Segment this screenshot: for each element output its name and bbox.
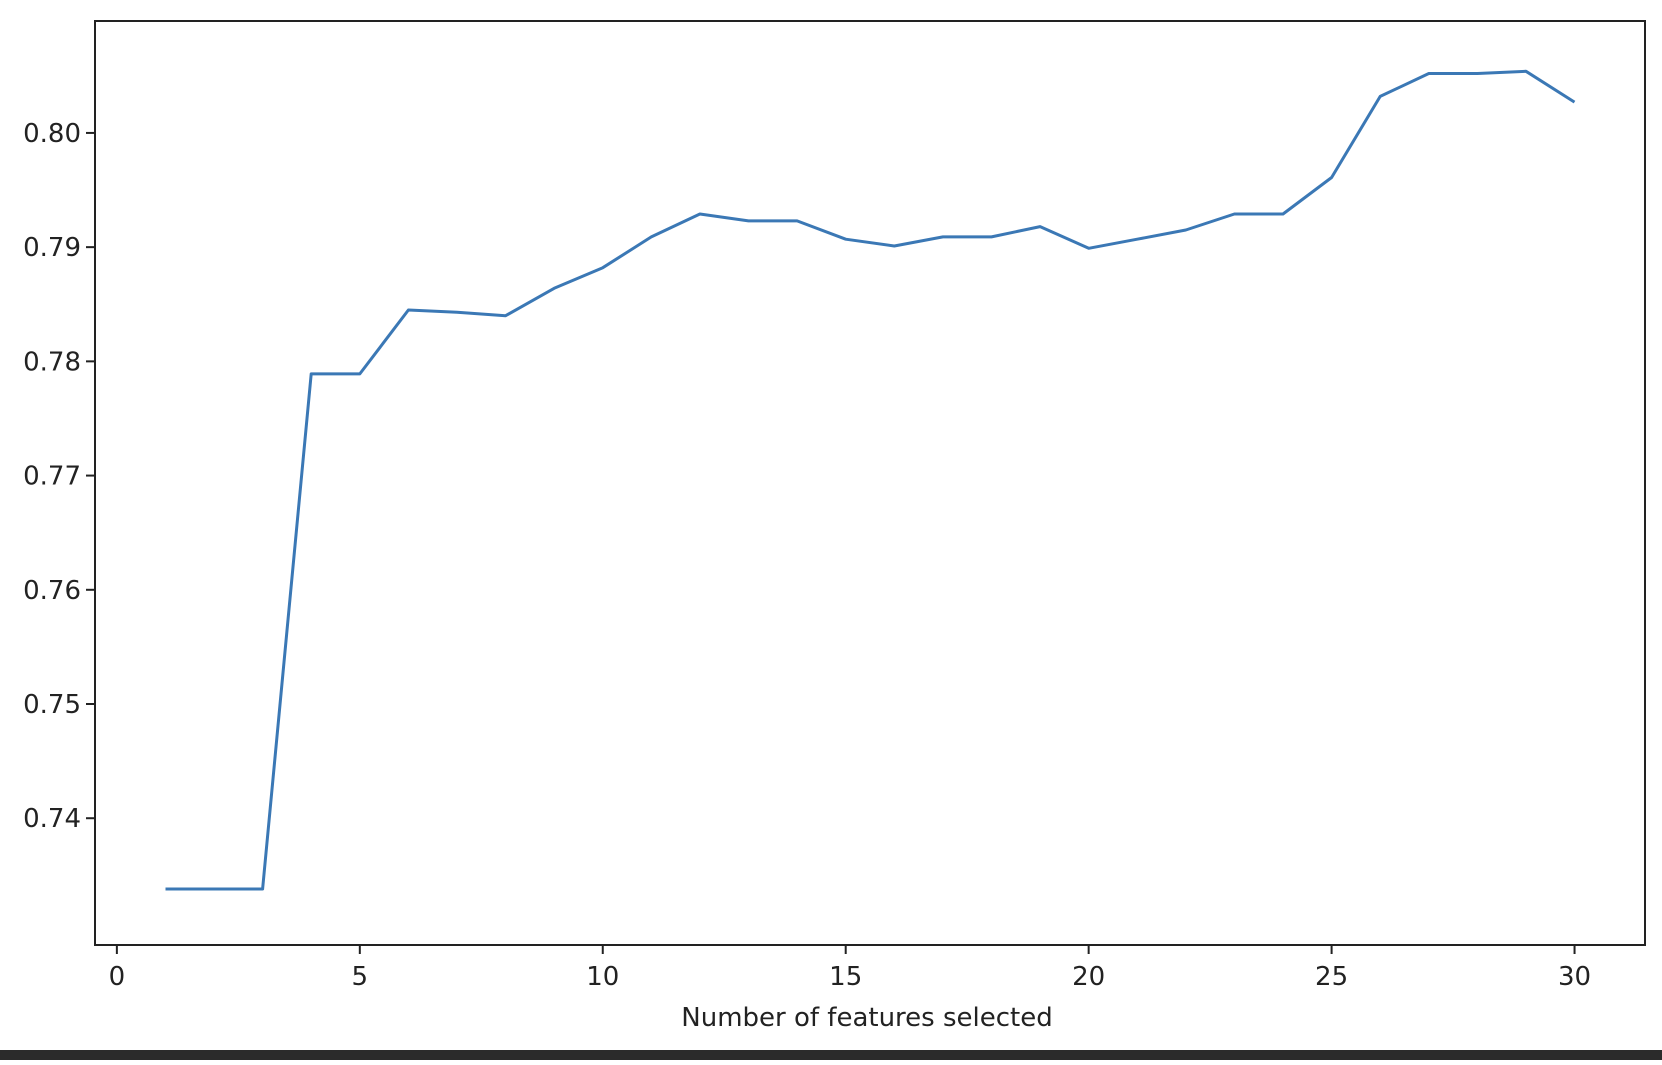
left-edge-mask (0, 0, 4, 1050)
x-axis-ticks: 0 5 10 15 20 25 30 (109, 945, 1591, 992)
x-tick-label: 30 (1558, 962, 1591, 992)
y-tick-label: 0.79 (23, 233, 81, 263)
y-axis-ticks: 0.74 0.75 0.76 0.77 0.78 0.79 0.80 (23, 119, 95, 834)
axes-frame (94, 20, 1646, 946)
series-line (165, 69, 1576, 891)
y-tick-label: 0.76 (23, 576, 81, 606)
y-tick-label: 0.78 (23, 347, 81, 377)
y-tick-label: 0.75 (23, 690, 81, 720)
y-tick-label: 0.74 (23, 804, 81, 834)
x-tick-label: 15 (829, 962, 862, 992)
x-tick-label: 10 (586, 962, 619, 992)
x-tick-label: 25 (1315, 962, 1348, 992)
y-tick-label: 0.77 (23, 462, 81, 492)
x-tick-label: 5 (352, 962, 369, 992)
series-layer (165, 69, 1576, 891)
x-axis-label: Number of features selected (681, 1003, 1052, 1033)
y-tick-label: 0.80 (23, 119, 81, 149)
bottom-bar (0, 1050, 1662, 1060)
plot-area (94, 20, 1646, 946)
x-tick-label: 20 (1072, 962, 1105, 992)
x-tick-label: 0 (109, 962, 126, 992)
